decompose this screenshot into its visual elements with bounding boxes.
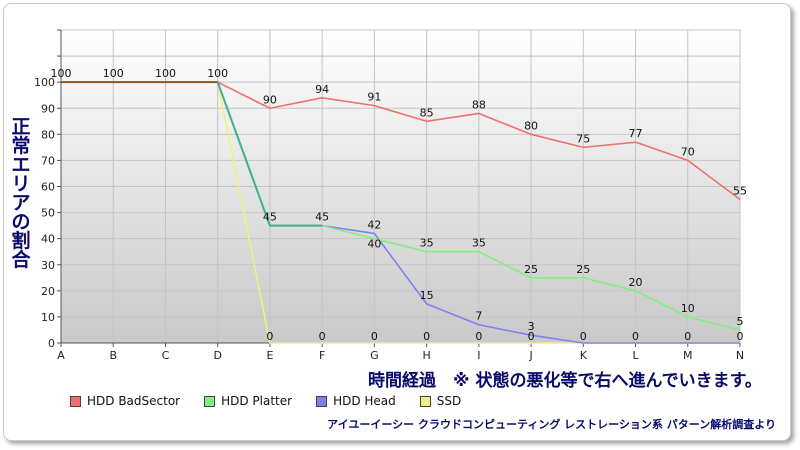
legend-label: HDD Platter <box>221 394 293 408</box>
x-tick-label: J <box>528 349 532 362</box>
data-label: 20 <box>629 276 643 289</box>
data-label: 100 <box>155 67 176 80</box>
data-label: 80 <box>524 119 538 132</box>
y-tick-label: 70 <box>41 154 55 167</box>
data-label: 15 <box>420 289 434 302</box>
data-label: 75 <box>576 132 590 145</box>
data-label: 0 <box>528 330 535 343</box>
data-label: 94 <box>315 83 329 96</box>
data-label: 35 <box>472 237 486 250</box>
x-tick-label: G <box>370 349 379 362</box>
legend-label: HDD Head <box>333 394 396 408</box>
legend-label: SSD <box>436 394 462 408</box>
data-label: 25 <box>524 263 538 276</box>
data-label: 90 <box>263 93 277 106</box>
legend-swatch <box>204 395 216 407</box>
data-label: 70 <box>681 145 695 158</box>
data-label: 88 <box>472 98 486 111</box>
x-axis-label: 時間経過 ※ 状態の悪化等で右へ進んでいきます。 <box>368 371 762 391</box>
y-tick-label: 10 <box>41 311 55 324</box>
y-tick-label: 0 <box>48 337 55 350</box>
legend-item-ssd: SSD <box>419 394 462 408</box>
legend-swatch <box>419 395 431 407</box>
legend: HDD BadSector HDD Platter HDD Head SSD <box>70 393 485 409</box>
data-label: 42 <box>367 218 381 231</box>
data-label: 100 <box>51 67 72 80</box>
data-label: 0 <box>737 330 744 343</box>
data-label: 0 <box>371 330 378 343</box>
x-tick-label: E <box>266 349 273 362</box>
x-tick-label: N <box>736 349 744 362</box>
legend-item-hdd-badsector: HDD BadSector <box>70 394 180 408</box>
x-tick-label: I <box>477 349 480 362</box>
data-label: 10 <box>681 302 695 315</box>
legend-item-hdd-head: HDD Head <box>316 394 396 408</box>
data-label: 45 <box>315 211 329 224</box>
data-label: 55 <box>733 185 747 198</box>
data-label: 100 <box>103 67 124 80</box>
x-tick-label: A <box>57 349 65 362</box>
x-tick-label: B <box>109 349 117 362</box>
legend-label: HDD BadSector <box>87 394 181 408</box>
source-footer: アイユーイーシー クラウドコンピューティング レストレーション系 パターン解析調… <box>327 418 776 431</box>
data-label: 85 <box>420 106 434 119</box>
y-tick-label: 40 <box>41 233 55 246</box>
data-label: 0 <box>580 330 587 343</box>
y-tick-label: 50 <box>41 207 55 220</box>
y-tick-label: 80 <box>41 128 55 141</box>
data-label: 25 <box>576 263 590 276</box>
x-tick-label: F <box>319 349 325 362</box>
y-tick-label: 20 <box>41 285 55 298</box>
x-tick-label: H <box>422 349 430 362</box>
data-label: 40 <box>367 238 381 251</box>
x-tick-label: M <box>683 349 693 362</box>
y-tick-label: 90 <box>41 102 55 115</box>
y-tick-label: 100 <box>34 76 55 89</box>
data-label: 100 <box>207 67 228 80</box>
x-tick-label: D <box>213 349 221 362</box>
data-label: 77 <box>629 127 643 140</box>
data-label: 0 <box>475 330 482 343</box>
data-label: 0 <box>319 330 326 343</box>
data-label: 3 <box>528 320 535 333</box>
data-label: 0 <box>684 330 691 343</box>
data-label: 45 <box>263 211 277 224</box>
data-label: 0 <box>423 330 430 343</box>
overlap-line <box>216 81 323 227</box>
y-axis-label: 正常エリアの割合 <box>11 116 31 271</box>
y-tick-label: 60 <box>41 181 55 194</box>
data-label: 0 <box>266 330 273 343</box>
data-label: 5 <box>737 315 744 328</box>
data-label: 0 <box>632 330 639 343</box>
y-tick-label: 30 <box>41 259 55 272</box>
x-tick-label: C <box>162 349 170 362</box>
legend-item-hdd-platter: HDD Platter <box>204 394 292 408</box>
data-label: 91 <box>367 91 381 104</box>
data-label: 7 <box>475 310 482 323</box>
x-tick-label: L <box>632 349 639 362</box>
legend-swatch <box>70 395 81 407</box>
series-lines <box>61 81 741 344</box>
legend-swatch <box>316 395 328 407</box>
x-tick-label: K <box>580 349 588 362</box>
data-label: 35 <box>420 237 434 250</box>
